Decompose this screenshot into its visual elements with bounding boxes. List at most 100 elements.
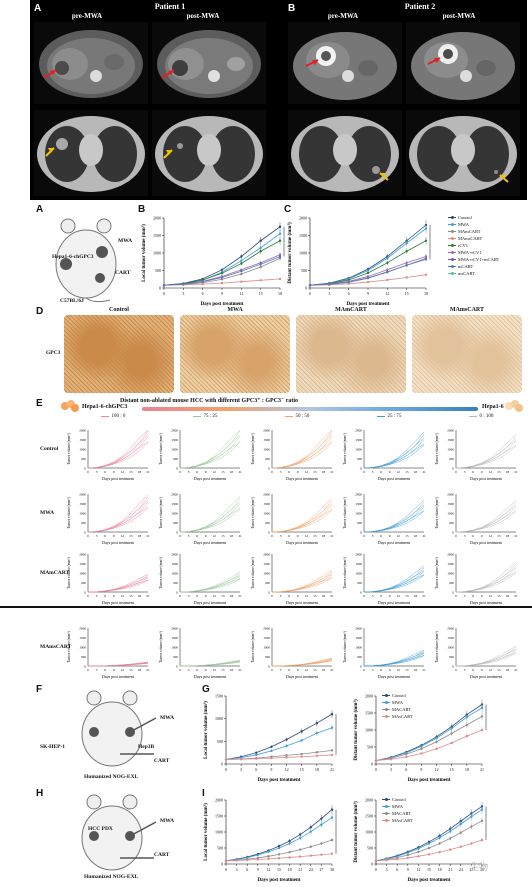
x-tick-label: 24 — [459, 867, 463, 872]
x-axis-label: Days post treatment — [194, 600, 227, 605]
x-tick-label: 3 — [464, 534, 466, 538]
y-axis-label: Distant tumor volume (mm³) — [287, 222, 293, 284]
data-point — [309, 854, 312, 857]
legend-g: Control MWA MACART MAsCART — [382, 692, 413, 720]
p2-pre-label: pre-MWA — [327, 12, 359, 20]
x-tick-label: 9 — [297, 470, 299, 474]
series-line — [225, 727, 333, 760]
x-tick-label: 21 — [238, 534, 242, 538]
y-tick-label: 0 — [84, 664, 86, 668]
x-tick-label: 15 — [405, 470, 409, 474]
y-axis-label: Tumor volume (mm³) — [343, 433, 347, 465]
y-tick-label: 0 — [159, 286, 161, 291]
legend-item: Control — [448, 214, 499, 221]
spaghetti-plot: 0 500 1000 1500 2000 0 3 6 9 12 15 18 21 Days post tr… — [435, 492, 518, 545]
legend-item: Control — [382, 692, 413, 699]
data-point — [459, 845, 462, 848]
x-tick-label: 18 — [230, 534, 234, 538]
x-axis-label: Days post treatment — [286, 600, 319, 605]
x-tick-label: 21 — [146, 470, 150, 474]
x-tick-label: 12 — [121, 668, 125, 672]
y-tick-label: 2000 — [263, 492, 270, 496]
p1-post-label: post-MWA — [186, 12, 220, 20]
data-point — [220, 281, 224, 285]
data-point — [277, 844, 281, 848]
data-point — [330, 726, 334, 729]
x-tick-label: 6 — [202, 291, 204, 296]
x-axis-label: Days post treatment — [470, 674, 503, 679]
legend-item: MAmsCART — [448, 235, 499, 242]
data-point — [465, 734, 469, 738]
x-tick-label: 15 — [221, 470, 225, 474]
x-tick-label: 18 — [414, 594, 418, 598]
x-axis-label: Days post treatment — [102, 476, 135, 481]
x-axis-label: Days post treatment — [102, 600, 135, 605]
x-tick-label: 0 — [87, 594, 89, 598]
ihc-stain-image — [412, 315, 522, 393]
y-tick-label: 0 — [305, 286, 307, 291]
y-tick-label: 1500 — [263, 502, 270, 506]
y-tick-label: 1500 — [365, 814, 373, 819]
legend-item: MWA — [448, 221, 499, 228]
y-tick-label: 1000 — [215, 830, 223, 835]
y-tick-label: 500 — [449, 457, 454, 461]
y-tick-label: 1500 — [263, 636, 270, 640]
spaghetti-plot: 0 500 1000 1500 2000 0 3 6 9 12 15 18 21 Days post tr… — [251, 428, 334, 481]
x-tick-label: 6 — [288, 470, 290, 474]
legend-swatch — [382, 714, 390, 718]
y-tick-label: 1000 — [215, 716, 223, 721]
mouse-growth-curve — [455, 568, 517, 593]
x-tick-label: 0 — [179, 668, 181, 672]
x-tick-label: 15 — [313, 470, 317, 474]
x-tick-label: 12 — [213, 470, 217, 474]
data-point — [347, 282, 350, 285]
data-point — [288, 850, 291, 854]
panel-e-row-label: MWA — [40, 510, 55, 516]
data-point — [330, 838, 334, 842]
mouse-growth-curve — [179, 507, 241, 533]
x-tick-label: 15 — [129, 534, 133, 538]
y-tick-label: 1500 — [447, 562, 454, 566]
mouse-growth-curve — [179, 436, 241, 469]
y-tick-label: 500 — [357, 581, 362, 585]
x-tick-label: 0 — [87, 668, 89, 672]
data-point — [240, 280, 243, 283]
x-tick-label: 9 — [270, 767, 272, 772]
x-tick-label: 0 — [375, 767, 377, 772]
x-tick-label: 9 — [367, 291, 369, 296]
mouse-growth-curve — [455, 510, 517, 533]
ratio-swatch — [376, 416, 385, 417]
data-point — [162, 284, 166, 287]
y-tick-label: 1500 — [263, 438, 270, 442]
x-axis-label: Days post treatment — [194, 674, 227, 679]
mouse-growth-curve — [363, 443, 425, 469]
mouse-growth-curve — [87, 440, 149, 469]
data-point — [320, 853, 323, 856]
mouse-growth-curve — [179, 440, 241, 469]
x-tick-label: 3 — [464, 668, 466, 672]
x-tick-label: 24 — [309, 867, 313, 872]
x-tick-label: 9 — [389, 470, 391, 474]
data-point — [330, 816, 334, 819]
data-point — [366, 280, 370, 284]
data-point — [309, 830, 312, 833]
data-point — [396, 858, 399, 861]
mouse-growth-curve — [87, 500, 149, 533]
legend-label: MACART — [392, 811, 411, 816]
y-tick-label: 1500 — [263, 562, 270, 566]
y-tick-label: 1500 — [299, 233, 307, 238]
data-point — [480, 715, 484, 718]
data-point — [328, 282, 331, 286]
y-tick-label: 0 — [84, 590, 86, 594]
data-point — [374, 759, 378, 762]
x-tick-label: 27 — [319, 867, 323, 872]
y-tick-label: 2000 — [215, 798, 223, 803]
mouse-growth-curve — [179, 578, 241, 593]
y-tick-label: 500 — [173, 581, 178, 585]
x-tick-label: 18 — [138, 668, 142, 672]
data-point — [405, 755, 408, 759]
data-point — [220, 278, 224, 281]
x-tick-label: 18 — [138, 534, 142, 538]
y-tick-label: 500 — [173, 655, 178, 659]
y-tick-label: 500 — [173, 521, 178, 525]
